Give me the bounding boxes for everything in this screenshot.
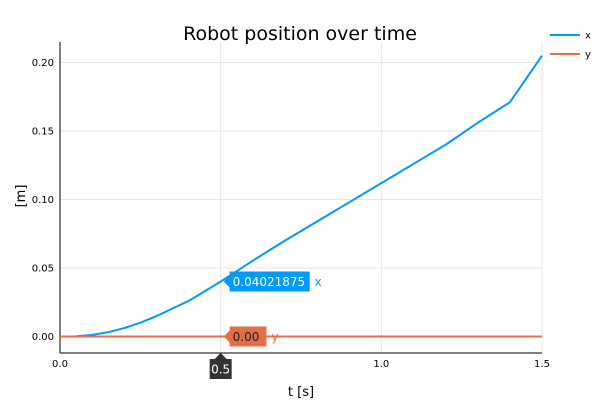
- y-tick-label: 0.05: [32, 264, 54, 275]
- hover-value-x: 0.04021875: [233, 275, 306, 289]
- hover-tooltips[interactable]: 0.04021875 x 0.00 y 0.5: [209, 271, 322, 379]
- legend-label-x: x: [585, 31, 591, 42]
- y-tick-label: 0.20: [32, 58, 54, 69]
- legend-label-y: y: [585, 50, 591, 61]
- hover-value-y: 0.00: [233, 330, 260, 344]
- x-tick-label: 1.0: [373, 359, 389, 370]
- hover-x-value: 0.5: [211, 363, 230, 377]
- y-tick-labels: 0.00 0.05 0.10 0.15 0.20: [32, 58, 54, 343]
- hover-x-value-box: [209, 353, 232, 379]
- series-lines: [59, 55, 543, 338]
- axes: [59, 42, 542, 354]
- hover-box-y: [223, 326, 267, 347]
- x-tick-label: 1.5: [534, 359, 550, 370]
- y-axis-label: [m]: [14, 185, 29, 208]
- y-tick-label: 0.15: [32, 127, 54, 138]
- x-tick-label: 0.0: [52, 359, 68, 370]
- series-line-x: [59, 55, 543, 338]
- hover-box-x: [223, 271, 310, 292]
- legend: xy: [550, 31, 591, 61]
- grid: [59, 42, 543, 353]
- hover-series-name-x: x: [315, 275, 322, 289]
- x-axis-label: t [s]: [288, 385, 314, 400]
- y-tick-label: 0.10: [32, 195, 54, 206]
- hover-series-name-y: y: [271, 330, 278, 344]
- y-tick-label: 0.00: [32, 332, 54, 343]
- chart-title: Robot position over time: [183, 23, 417, 45]
